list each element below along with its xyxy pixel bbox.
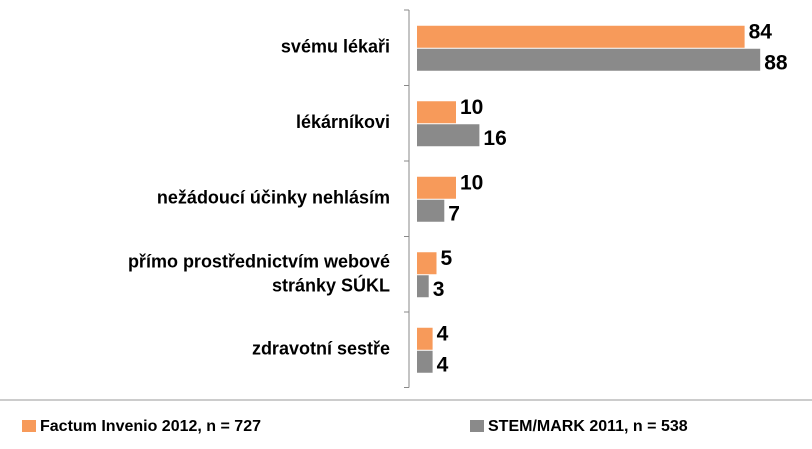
value-label: 84 bbox=[749, 20, 773, 43]
value-label: 7 bbox=[448, 202, 460, 225]
category-label: přímo prostřednictvím webové stránky SÚKL bbox=[128, 251, 390, 295]
bar bbox=[417, 252, 437, 275]
value-label: 10 bbox=[460, 171, 483, 194]
value-label: 10 bbox=[460, 96, 483, 119]
category-label: lékárníkovi bbox=[296, 112, 390, 132]
bar bbox=[417, 25, 745, 48]
category-label: svému lékaři bbox=[281, 37, 390, 57]
bar bbox=[417, 199, 445, 222]
legend-swatch bbox=[22, 420, 36, 432]
legend-label: STEM/MARK 2011, n = 538 bbox=[488, 418, 688, 435]
category-label: nežádoucí účinky nehlásím bbox=[157, 188, 390, 208]
bar bbox=[417, 101, 456, 124]
bar bbox=[417, 350, 433, 373]
value-label: 16 bbox=[483, 127, 506, 150]
category-label: zdravotní sestře bbox=[252, 339, 390, 359]
value-label: 88 bbox=[764, 51, 788, 74]
bar bbox=[417, 124, 480, 147]
value-label: 5 bbox=[441, 247, 453, 270]
bar bbox=[417, 275, 429, 298]
bar bbox=[417, 327, 433, 350]
legend-label: Factum Invenio 2012, n = 727 bbox=[40, 418, 261, 435]
bar bbox=[417, 176, 456, 199]
bar bbox=[417, 48, 761, 71]
value-label: 4 bbox=[437, 322, 449, 345]
value-label: 4 bbox=[437, 353, 449, 376]
value-label: 3 bbox=[433, 278, 445, 301]
legend-swatch bbox=[470, 420, 484, 432]
